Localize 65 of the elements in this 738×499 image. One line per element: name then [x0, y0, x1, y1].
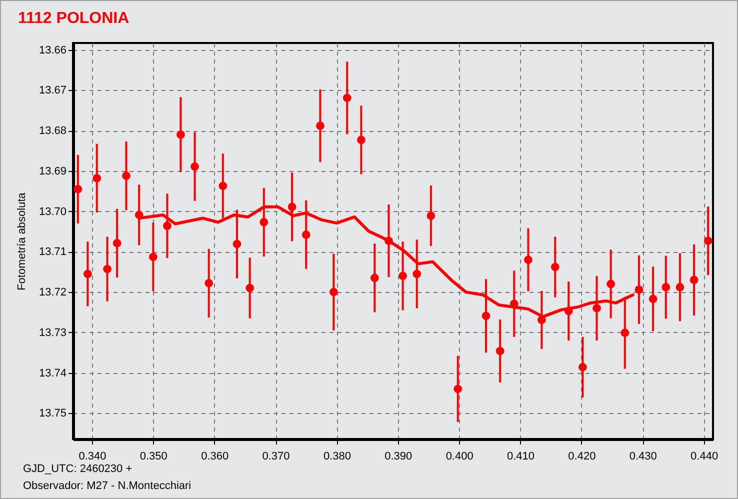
point — [84, 270, 92, 278]
point — [592, 304, 601, 312]
y-tick-label: 13.72 — [38, 286, 66, 299]
y-tick-label: 13.74 — [38, 367, 66, 380]
x-tick-label: 0.410 — [507, 450, 535, 462]
y-tick-label: 13.71 — [38, 246, 66, 258]
point — [246, 284, 254, 292]
point — [74, 184, 82, 194]
y-tick-label: 13.68 — [38, 125, 66, 138]
point — [163, 222, 172, 230]
point — [112, 239, 122, 248]
point — [482, 312, 490, 320]
point — [122, 172, 130, 180]
point — [524, 256, 532, 264]
x-tick-label: 0.380 — [323, 450, 351, 462]
point — [550, 262, 560, 272]
y-axis-title: Fotometría absoluta — [16, 192, 28, 290]
x-tick-label: 0.370 — [262, 450, 290, 462]
y-tick-label: 13.70 — [38, 206, 66, 218]
x-tick-label: 0.360 — [201, 450, 229, 462]
point — [578, 362, 587, 372]
point — [662, 283, 670, 292]
point — [232, 240, 242, 248]
point — [204, 279, 214, 288]
text: Observador: M27 - N.Montecchiari — [23, 480, 192, 492]
y-tick-label: 13.69 — [38, 165, 66, 178]
point — [704, 236, 712, 245]
y-tick-label: 13.67 — [38, 84, 66, 97]
x-tick-label: 0.400 — [446, 450, 474, 462]
point — [342, 94, 352, 102]
y-tick-label: 13.75 — [38, 408, 66, 420]
point — [218, 182, 228, 190]
point — [426, 212, 436, 220]
point — [302, 230, 310, 239]
x-tick-label: 0.440 — [690, 450, 718, 462]
text: GJD_UTC: 2460230 + — [23, 463, 132, 475]
point — [260, 218, 268, 226]
y-tick-label: 13.66 — [38, 44, 66, 56]
point — [329, 288, 338, 296]
point — [676, 283, 684, 292]
point — [176, 130, 185, 139]
chart-title: 1112 POLONIA — [18, 10, 130, 28]
point — [190, 162, 199, 171]
point — [92, 174, 102, 182]
y-tick-label: 13.73 — [38, 326, 66, 339]
point — [412, 270, 422, 278]
x-tick-label: 0.420 — [568, 450, 596, 462]
point — [690, 276, 698, 284]
point — [454, 384, 462, 394]
point — [357, 136, 366, 144]
x-tick-label: 0.340 — [78, 450, 106, 462]
x-tick-label: 0.430 — [629, 450, 657, 462]
point — [316, 122, 324, 130]
x-tick-label: 0.390 — [384, 450, 412, 462]
point — [370, 274, 379, 282]
point — [620, 328, 630, 338]
point — [148, 252, 158, 262]
point — [606, 280, 616, 288]
point — [648, 294, 658, 304]
point — [398, 272, 407, 280]
point — [496, 346, 504, 356]
point — [634, 285, 644, 294]
point — [288, 202, 296, 212]
point — [103, 264, 112, 274]
x-tick-label: 0.350 — [140, 450, 168, 462]
